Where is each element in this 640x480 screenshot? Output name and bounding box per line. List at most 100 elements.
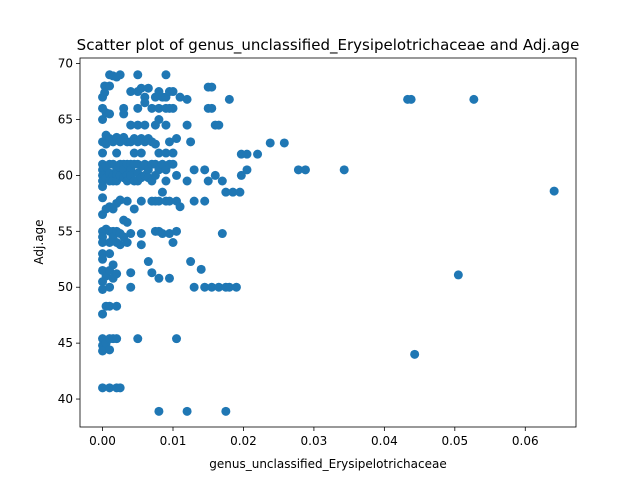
- data-point: [154, 103, 164, 113]
- data-point: [98, 284, 108, 294]
- data-point: [98, 254, 108, 264]
- data-point: [242, 149, 252, 159]
- data-point: [105, 249, 115, 259]
- data-point: [105, 301, 115, 311]
- data-point: [172, 170, 182, 180]
- data-point: [126, 120, 136, 130]
- data-point: [168, 159, 178, 169]
- x-tick-label: 0.04: [371, 434, 398, 448]
- data-point: [189, 196, 199, 206]
- x-tick-label: 0.02: [230, 434, 257, 448]
- data-point: [207, 282, 217, 292]
- data-point: [122, 217, 132, 227]
- data-point: [224, 282, 234, 292]
- data-point: [236, 170, 246, 180]
- data-point: [164, 273, 174, 283]
- data-point: [112, 334, 122, 344]
- data-point: [154, 273, 164, 283]
- data-point: [112, 148, 122, 158]
- data-point: [200, 196, 210, 206]
- data-point: [157, 229, 167, 239]
- data-point: [175, 202, 185, 212]
- data-point: [279, 138, 289, 148]
- data-point: [406, 94, 416, 104]
- data-point: [164, 229, 174, 239]
- y-tick-label: 50: [58, 280, 73, 294]
- data-point: [133, 70, 143, 80]
- data-point: [133, 120, 143, 130]
- data-point: [242, 165, 252, 175]
- data-point: [207, 82, 217, 92]
- data-point: [112, 301, 122, 311]
- data-point: [168, 87, 178, 97]
- data-point: [549, 186, 559, 196]
- y-tick-label: 40: [58, 392, 73, 406]
- data-point: [136, 240, 146, 250]
- data-point: [182, 120, 192, 130]
- data-point: [105, 282, 115, 292]
- chart-title: Scatter plot of genus_unclassified_Erysi…: [77, 36, 580, 55]
- y-tick-label: 70: [58, 57, 73, 71]
- data-point: [168, 238, 178, 247]
- data-point: [161, 70, 171, 80]
- data-point: [98, 238, 108, 247]
- data-point: [265, 138, 275, 148]
- data-point: [154, 406, 164, 416]
- data-point: [217, 229, 227, 239]
- data-point: [126, 282, 136, 292]
- data-point: [189, 282, 199, 292]
- data-point: [100, 88, 110, 98]
- data-point: [150, 139, 160, 149]
- data-point: [164, 137, 174, 147]
- data-point: [143, 257, 153, 267]
- y-axis-label: Adj.age: [32, 219, 46, 264]
- data-point: [115, 383, 125, 393]
- data-point: [217, 176, 227, 186]
- data-point: [126, 229, 136, 239]
- data-point: [157, 187, 167, 197]
- data-point: [453, 270, 463, 280]
- data-point: [182, 176, 192, 186]
- data-point: [98, 193, 108, 203]
- data-point: [115, 70, 125, 80]
- data-point: [122, 196, 132, 206]
- data-point: [172, 334, 182, 344]
- y-tick-label: 45: [58, 336, 73, 350]
- data-point: [161, 148, 171, 158]
- data-point: [469, 94, 479, 104]
- data-point: [119, 109, 129, 119]
- x-tick-label: 0.06: [512, 434, 539, 448]
- data-point: [235, 187, 245, 197]
- data-point: [182, 94, 192, 104]
- data-point: [115, 195, 125, 205]
- data-point: [196, 264, 206, 274]
- data-point: [98, 346, 108, 356]
- data-point: [140, 120, 150, 130]
- data-point: [161, 120, 171, 130]
- data-point: [300, 165, 310, 175]
- data-point: [105, 383, 115, 393]
- data-point: [172, 134, 182, 144]
- data-point: [129, 204, 139, 214]
- data-point: [189, 165, 199, 175]
- data-point: [161, 176, 171, 186]
- data-point: [293, 165, 303, 175]
- data-point: [168, 103, 178, 113]
- data-point: [98, 309, 108, 319]
- data-point: [126, 87, 136, 97]
- data-point: [136, 83, 146, 93]
- data-point: [224, 94, 234, 104]
- data-point: [214, 282, 224, 292]
- data-point: [133, 334, 143, 344]
- data-point: [154, 196, 164, 206]
- data-point: [122, 238, 132, 247]
- data-point: [98, 148, 108, 158]
- data-point: [105, 345, 115, 355]
- data-point: [182, 406, 192, 416]
- x-tick-label: 0.00: [89, 434, 116, 448]
- y-axis-ticks: 40 45 50 55 60 65 70: [58, 57, 80, 406]
- data-point: [147, 268, 157, 278]
- x-tick-label: 0.05: [441, 434, 468, 448]
- data-point: [186, 257, 196, 267]
